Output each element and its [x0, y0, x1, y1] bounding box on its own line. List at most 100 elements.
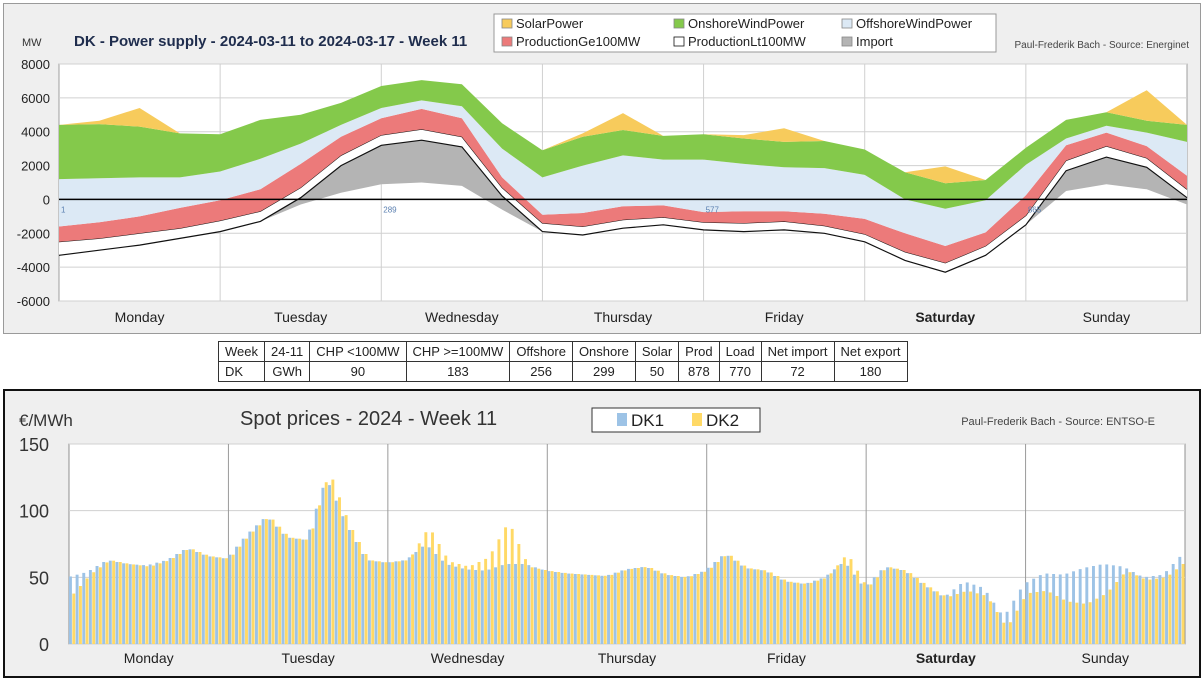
bottom-legend-label: DK1 [631, 411, 664, 430]
bar-DK2 [1022, 599, 1026, 644]
bar-DK1 [195, 552, 199, 644]
bar-DK1 [95, 566, 99, 644]
summary-header-cell: CHP <100MW [309, 341, 407, 362]
bottom-axes: 150 100 50 0 Monday Tuesday Wednesday Thursday F… [19, 435, 1129, 666]
bar-DK2 [205, 554, 209, 644]
bar-DK1 [241, 538, 245, 644]
top-stacked-areas [58, 80, 1188, 273]
bar-DK1 [155, 562, 159, 644]
bar-DK2 [882, 570, 886, 644]
bottom-y-unit-label: €/MWh [19, 411, 73, 430]
bar-DK1 [627, 568, 630, 644]
bar-DK1 [1151, 576, 1155, 644]
bar-DK2 [364, 554, 368, 644]
bar-DK1 [281, 533, 285, 644]
bar-DK1 [1171, 564, 1175, 644]
top-legend-label: OffshoreWindPower [856, 16, 973, 31]
bar-DK2 [663, 573, 667, 644]
area-ProductionGe100MW [59, 108, 1187, 263]
area-OffshoreWindPower [59, 100, 1187, 247]
top-legend-swatch [673, 36, 685, 47]
bar-DK1 [334, 500, 338, 644]
bar-DK1 [985, 592, 989, 644]
bar-DK2 [583, 574, 587, 644]
bar-DK1 [753, 569, 757, 644]
bar-DK2 [112, 560, 116, 644]
bar-DK1 [288, 537, 292, 644]
bar-DK2 [178, 554, 182, 644]
bar-DK1 [367, 560, 371, 644]
bar-DK2 [258, 525, 262, 644]
bar-DK2 [1008, 622, 1012, 644]
bar-DK1 [866, 584, 870, 644]
bar-DK1 [221, 558, 225, 644]
bar-DK2 [357, 542, 361, 644]
bar-DK2 [497, 539, 501, 644]
bar-DK2 [431, 532, 434, 644]
bar-DK2 [238, 546, 242, 644]
bar-DK1 [181, 550, 185, 644]
bar-DK2 [683, 576, 687, 644]
bar-DK2 [132, 564, 136, 644]
bar-DK1 [567, 573, 571, 644]
bottom-day-label: Sunday [1082, 650, 1129, 666]
bar-DK2 [72, 593, 76, 644]
bar-DK2 [477, 562, 481, 644]
bar-DK2 [1108, 589, 1112, 644]
bottom-legend: DK1 DK2 [617, 411, 739, 430]
bottom-source-label: Paul-Frederik Bach - Source: ENTSO-E [961, 416, 1155, 428]
bar-DK1 [786, 581, 790, 644]
bar-DK1 [148, 564, 152, 644]
bar-DK1 [520, 564, 524, 644]
bar-DK1 [852, 574, 856, 644]
bar-DK2 [284, 533, 288, 644]
summary-table: Week 24-11 CHP <100MW CHP >=100MW Offsho… [218, 341, 908, 382]
bar-DK1 [959, 584, 963, 644]
bar-DK1 [294, 538, 298, 644]
bar-DK1 [547, 571, 551, 644]
bar-DK1 [235, 546, 238, 644]
bar-DK1 [666, 575, 670, 644]
bar-DK2 [517, 544, 521, 644]
bar-DK1 [587, 574, 591, 644]
area-Import [59, 140, 1187, 273]
bar-DK2 [563, 572, 567, 644]
top-y-tick-label: 2000 [21, 159, 50, 174]
bar-DK2 [690, 576, 694, 644]
bar-DK2 [842, 557, 846, 644]
bar-DK2 [504, 527, 508, 644]
bar-DK1 [248, 531, 252, 644]
bar-DK2 [703, 571, 707, 644]
bar-DK1 [879, 570, 883, 644]
top-legend-label: SolarPower [516, 16, 584, 31]
bar-DK1 [142, 565, 145, 644]
top-y-unit-label: MW [22, 37, 42, 49]
spot-prices-panel: €/MWh Spot prices - 2024 - Week 11 Paul-… [3, 389, 1201, 678]
bar-DK1 [454, 566, 458, 644]
bar-DK1 [1178, 556, 1182, 644]
bar-DK2 [969, 591, 973, 644]
bar-DK2 [251, 531, 255, 644]
bar-DK2 [165, 561, 169, 644]
bar-DK2 [191, 549, 195, 644]
bar-DK2 [656, 570, 660, 644]
bar-DK2 [909, 573, 913, 644]
top-legend-swatch [841, 36, 853, 47]
bar-DK1 [972, 584, 976, 644]
bar-DK1 [746, 568, 750, 644]
bar-DK1 [427, 547, 431, 644]
bar-DK2 [1048, 592, 1052, 644]
bar-DK1 [620, 570, 624, 644]
bar-DK2 [1082, 603, 1085, 644]
bar-DK1 [580, 574, 584, 644]
bar-DK2 [643, 567, 647, 644]
bar-DK2 [942, 595, 946, 644]
bar-DK1 [374, 561, 378, 644]
bottom-day-label: Monday [124, 650, 174, 666]
bar-DK2 [769, 572, 773, 644]
bar-DK1 [162, 560, 165, 644]
bar-DK1 [88, 570, 92, 644]
bar-DK2 [1062, 599, 1066, 644]
bar-DK1 [387, 562, 391, 644]
bar-DK1 [939, 595, 943, 644]
